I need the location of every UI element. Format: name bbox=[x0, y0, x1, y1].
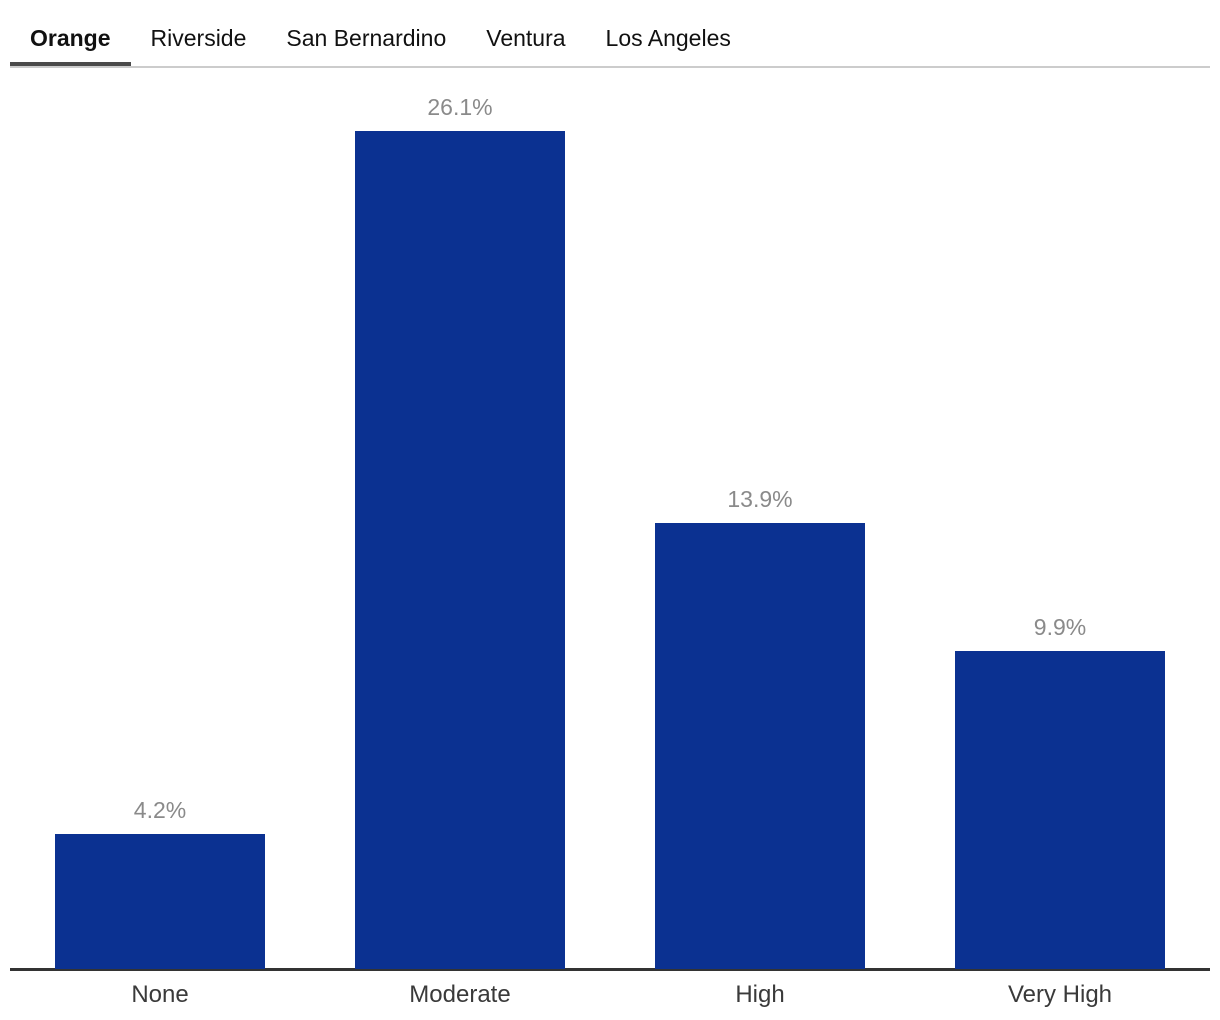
tab-los-angeles[interactable]: Los Angeles bbox=[586, 10, 751, 66]
bar-moderate[interactable] bbox=[355, 131, 565, 969]
value-label-very-high: 9.9% bbox=[1033, 614, 1087, 640]
bar-very-high[interactable] bbox=[955, 651, 1165, 969]
category-label-moderate: Moderate bbox=[409, 981, 511, 1008]
tab-bar: Orange Riverside San Bernardino Ventura Los … bbox=[0, 0, 1220, 67]
category-label-very-high: Very High bbox=[1007, 981, 1113, 1008]
x-axis-line bbox=[10, 968, 1210, 971]
bar-none[interactable] bbox=[55, 834, 265, 969]
value-label-none: 4.2% bbox=[133, 797, 187, 823]
tab-san-bernardino[interactable]: San Bernardino bbox=[266, 10, 466, 66]
value-label-high: 13.9% bbox=[727, 486, 793, 512]
category-label-high: High bbox=[735, 981, 785, 1008]
tab-orange[interactable]: Orange bbox=[10, 10, 131, 67]
value-label-moderate: 26.1% bbox=[427, 94, 493, 120]
tab-bar-divider bbox=[10, 66, 1210, 68]
bar-high[interactable] bbox=[655, 523, 865, 969]
tab-riverside[interactable]: Riverside bbox=[131, 10, 267, 66]
tab-ventura[interactable]: Ventura bbox=[466, 10, 585, 66]
category-label-none: None bbox=[131, 981, 189, 1008]
